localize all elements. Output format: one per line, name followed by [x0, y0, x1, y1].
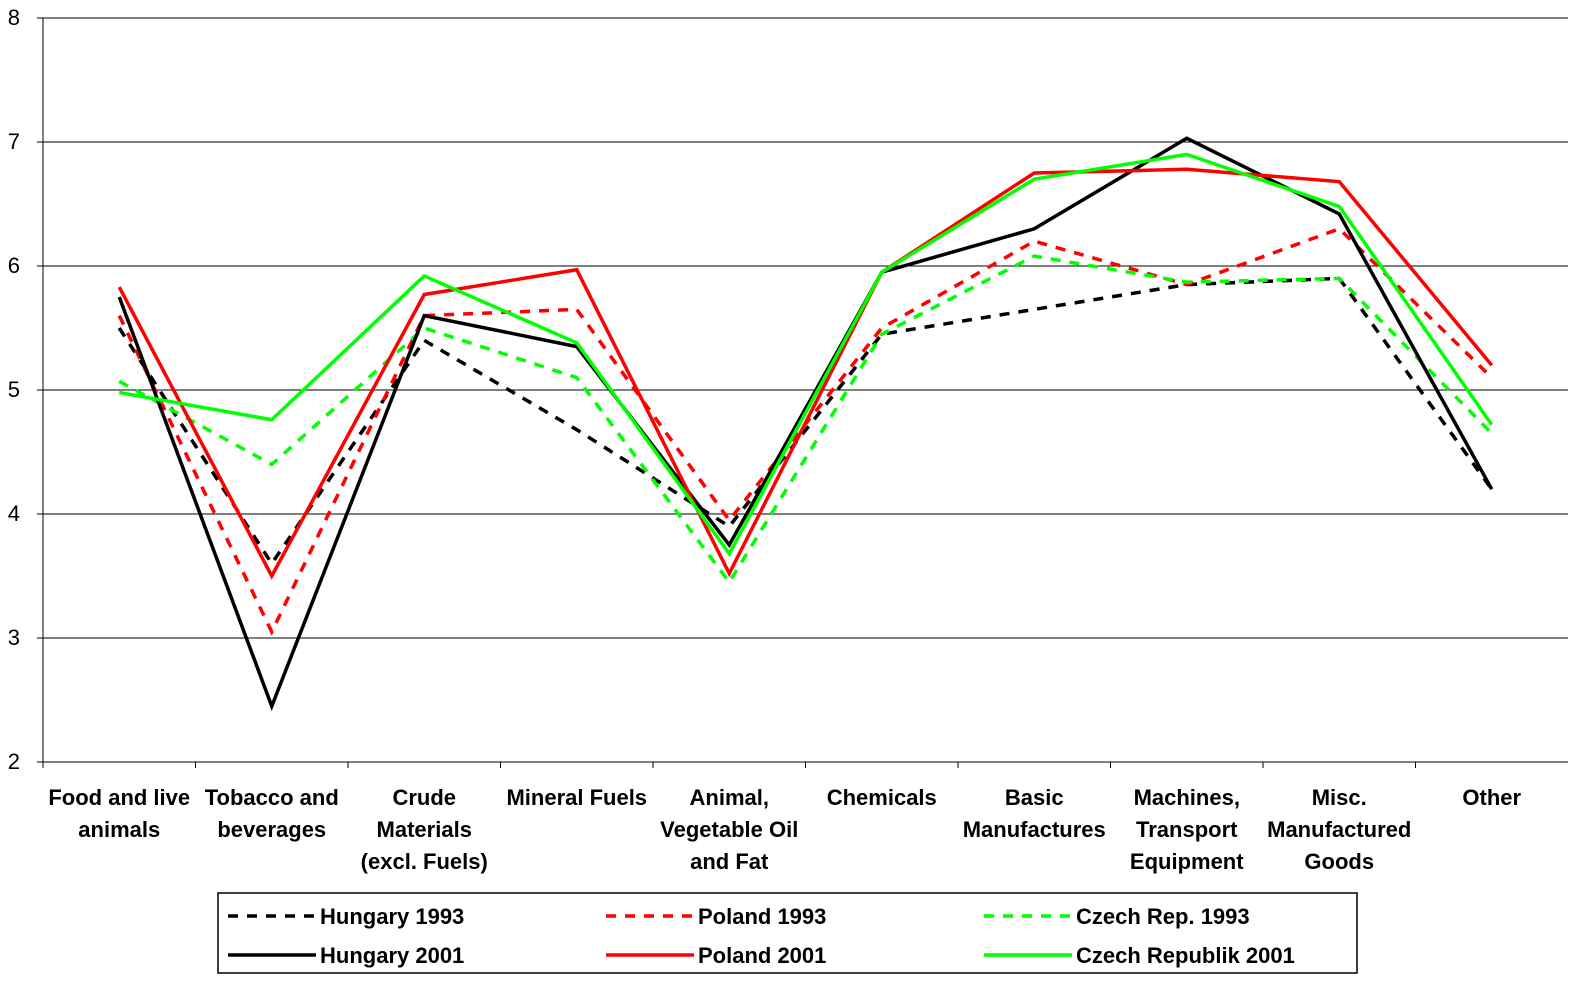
legend-label: Czech Rep. 1993: [1076, 904, 1250, 929]
legend-box: [217, 892, 1358, 974]
x-tick-label: Food and live animals: [48, 785, 190, 842]
y-tick-label: 2: [8, 749, 20, 774]
y-tick-label: 8: [8, 5, 20, 30]
x-tick-label: Misc. Manufactured Goods: [1267, 785, 1411, 874]
series-line: [117, 167, 1494, 580]
x-tick-label: Animal, Vegetable Oil and Fat: [660, 785, 798, 874]
x-tick-label: Other: [1462, 785, 1521, 810]
y-tick-label: 4: [8, 501, 20, 526]
legend-label: Poland 2001: [698, 943, 826, 968]
series-line: [118, 152, 1494, 557]
y-tick-label: 6: [8, 253, 20, 278]
y-tick-label: 3: [8, 625, 20, 650]
x-tick-label: Crude Materials (excl. Fuels): [361, 785, 488, 874]
legend-label: Czech Republik 2001: [1076, 943, 1295, 968]
legend-label: Hungary 1993: [320, 904, 464, 929]
x-tick-label: Tobacco and beverages: [205, 785, 339, 842]
legend-label: Poland 1993: [698, 904, 826, 929]
y-tick-label: 5: [8, 377, 20, 402]
series-line: [118, 254, 1493, 586]
x-tick-label: Basic Manufactures: [963, 785, 1106, 842]
y-tick-label: 7: [8, 129, 20, 154]
x-tick-label: Machines, Transport Equipment: [1130, 785, 1244, 874]
x-tick-label: Mineral Fuels: [506, 785, 647, 810]
series-line: [117, 276, 1494, 567]
x-tick-label: Chemicals: [827, 785, 937, 810]
legend-label: Hungary 2001: [320, 943, 464, 968]
